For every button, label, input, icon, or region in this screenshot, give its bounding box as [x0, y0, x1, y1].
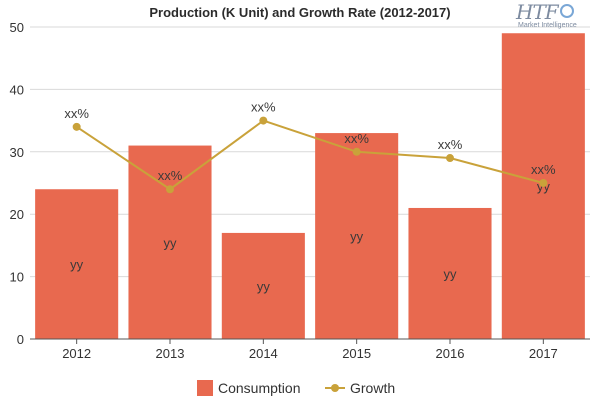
- axes: 0 10 20 30 40 50 2012 2013 2014 2015 2016 2017: [10, 20, 590, 361]
- growth-point-2013: [166, 185, 174, 194]
- y-tick-label: 50: [10, 20, 24, 35]
- grid-lines: [30, 26, 590, 278]
- legend-label-consumption: Consumption: [218, 380, 301, 396]
- bar-data-label: yy: [70, 257, 84, 272]
- y-tick-label: 0: [17, 332, 24, 347]
- y-tick-label: 40: [10, 82, 24, 97]
- x-tick-label: 2017: [529, 346, 558, 361]
- growth-data-label: xx%: [438, 137, 463, 152]
- legend-label-growth: Growth: [350, 380, 395, 396]
- bar-2012: [35, 189, 119, 339]
- bar-2016: [408, 207, 492, 339]
- growth-point-2014: [259, 116, 268, 125]
- growth-point-2015: [352, 147, 361, 156]
- bar-data-label: yy: [444, 266, 458, 281]
- bar-labels: yyyyyyyyyyyy: [70, 179, 550, 294]
- x-tick-label: 2012: [62, 346, 91, 361]
- chart-title: Production (K Unit) and Growth Rate (201…: [149, 5, 450, 20]
- growth-data-label: xx%: [531, 162, 556, 177]
- growth-labels: xx% xx% xx% xx% xx% xx%: [64, 100, 556, 184]
- bar-data-label: yy: [164, 235, 178, 250]
- x-tick-label: 2016: [436, 346, 465, 361]
- growth-data-label: xx%: [158, 168, 183, 183]
- x-tick-label: 2013: [156, 346, 185, 361]
- y-tick-label: 20: [10, 207, 24, 222]
- logo-tagline: Market Intelligence: [518, 22, 577, 29]
- growth-line: [76, 119, 544, 191]
- bar-2014: [221, 232, 305, 339]
- growth-point-2017: [539, 179, 548, 187]
- x-tick-label: 2014: [249, 346, 278, 361]
- growth-data-label: xx%: [64, 106, 89, 121]
- y-tick-label: 10: [10, 270, 24, 285]
- growth-point-2016: [446, 154, 454, 163]
- bar-2013: [128, 145, 212, 339]
- bar-data-label: yy: [257, 279, 271, 294]
- x-tick-label: 2015: [342, 346, 371, 361]
- globe-icon: [560, 4, 574, 18]
- growth-point-2012: [72, 122, 81, 131]
- logo-mark: HTF: [516, 0, 559, 24]
- legend: Consumption Growth: [197, 380, 395, 396]
- bar-data-label: yy: [350, 229, 364, 244]
- growth-line-series: [72, 116, 548, 194]
- growth-data-label: xx%: [251, 100, 276, 115]
- legend-swatch-consumption: [197, 380, 213, 396]
- y-tick-label: 30: [10, 145, 24, 160]
- growth-data-label: xx%: [344, 131, 369, 146]
- brand-logo: HTF Market Intelligence: [508, 0, 590, 32]
- bar-2015: [315, 133, 399, 339]
- bar-series: [35, 33, 585, 340]
- legend-swatch-growth-marker: [331, 384, 339, 392]
